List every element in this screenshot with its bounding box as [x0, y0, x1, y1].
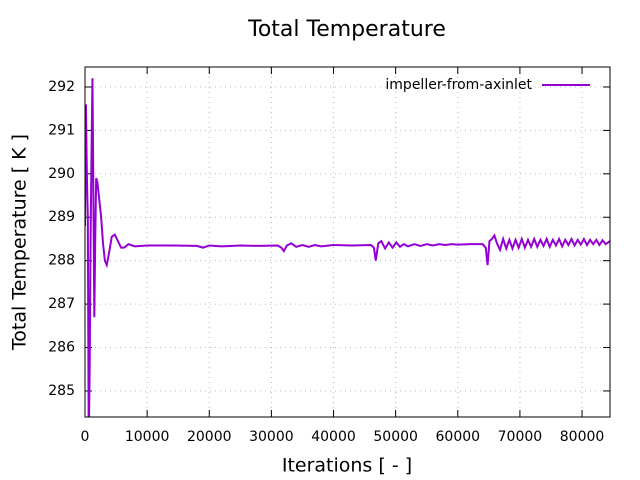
x-tick-label: 40000: [311, 429, 356, 445]
plot-border: [84, 66, 611, 418]
x-tick-label: 10000: [125, 429, 170, 445]
y-tick-label: 291: [48, 122, 75, 138]
x-axis-label: Iterations [ - ]: [282, 455, 412, 477]
y-tick-label: 285: [48, 383, 75, 399]
x-tick-label: 20000: [187, 429, 232, 445]
y-tick-label: 287: [48, 296, 75, 312]
y-tick-label: 288: [48, 253, 75, 269]
x-tick-label: 60000: [436, 429, 481, 445]
x-tick-label: 0: [81, 429, 90, 445]
y-tick-label: 286: [48, 340, 75, 356]
x-tick-label: 50000: [373, 429, 418, 445]
x-tick-label: 70000: [498, 429, 543, 445]
x-tick-label: 80000: [560, 429, 605, 445]
chart-title: Total Temperature: [247, 17, 446, 42]
y-tick-label: 290: [48, 166, 75, 182]
y-axis-label: Total Temperature [ K ]: [9, 134, 31, 351]
x-tick-label: 30000: [249, 429, 294, 445]
legend-label: impeller-from-axinlet: [385, 77, 532, 93]
y-tick-label: 292: [48, 79, 75, 95]
y-tick-label: 289: [48, 209, 75, 225]
data-line: [85, 78, 610, 417]
